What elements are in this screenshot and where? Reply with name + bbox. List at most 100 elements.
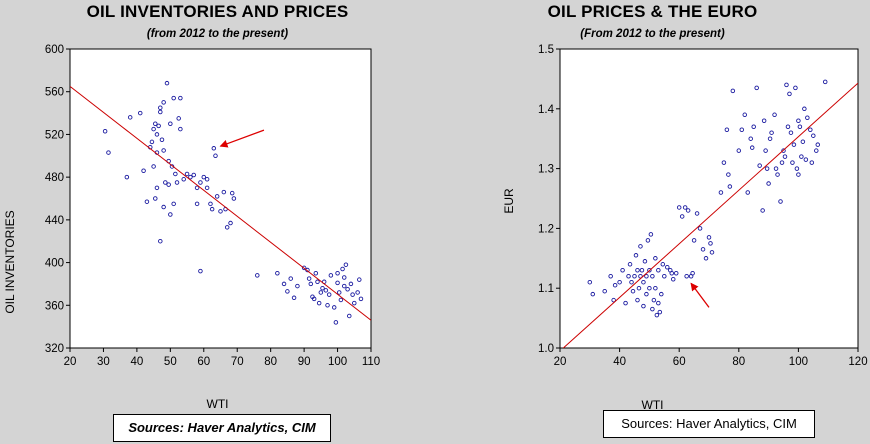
y-tick-label: 1.4: [538, 104, 555, 116]
data-point: [659, 291, 664, 297]
data-point: [358, 296, 364, 302]
data-point: [617, 279, 622, 285]
x-tick-label: 50: [164, 356, 177, 368]
data-point: [736, 148, 742, 153]
data-point: [796, 118, 801, 124]
data-point: [656, 268, 661, 273]
data-point: [718, 190, 724, 195]
data-point: [629, 279, 634, 285]
source-note: Sources: Haver Analytics, CIM: [113, 414, 331, 442]
data-point: [214, 194, 220, 199]
chart-subtitle: (From 2012 to the present): [580, 28, 725, 40]
data-point: [343, 262, 349, 267]
data-point: [784, 82, 789, 88]
scatter-plot-oil-inventories: 20 30 40 50 60 70 80 90 100 110 320 360 400 440 480 520…: [45, 44, 380, 368]
data-point: [151, 126, 156, 132]
data-point: [811, 133, 816, 138]
data-point: [218, 209, 223, 214]
data-point: [154, 132, 160, 137]
data-point: [787, 91, 792, 97]
data-point: [178, 95, 183, 101]
data-point: [749, 145, 755, 150]
data-point: [773, 166, 779, 171]
data-point: [685, 208, 691, 213]
data-point: [808, 127, 813, 132]
data-point: [171, 201, 176, 207]
data-point: [168, 212, 173, 217]
data-point: [642, 259, 648, 264]
data-point: [767, 136, 773, 141]
x-axis-label: WTI: [206, 397, 229, 411]
data-point: [641, 279, 646, 285]
x-tick-label: 20: [64, 356, 77, 368]
data-point: [650, 306, 655, 312]
data-point: [764, 166, 770, 171]
y-tick-label: 440: [45, 215, 64, 227]
data-point: [805, 115, 810, 121]
x-tick-label: 70: [231, 356, 244, 368]
data-point: [682, 205, 688, 210]
x-tick-label: 90: [298, 356, 311, 368]
data-point: [318, 290, 324, 295]
plot-area: [559, 48, 859, 349]
data-point: [799, 154, 804, 159]
data-point: [760, 208, 765, 213]
data-point: [173, 171, 178, 177]
data-point: [357, 277, 362, 282]
y-axis-label: OIL INVENTORIES: [3, 210, 17, 314]
data-point: [171, 95, 176, 101]
y-tick-label: 560: [45, 87, 64, 99]
data-point: [156, 123, 161, 129]
data-point: [181, 177, 186, 182]
data-point: [198, 180, 203, 185]
data-point: [323, 288, 329, 293]
data-point: [656, 300, 661, 306]
scatter-plot-oil-euro: 20 40 60 80 100 120 1.0 1.1 1.2 1.3 1.4 1.5: [538, 44, 868, 368]
data-point: [204, 177, 210, 182]
data-point: [164, 80, 170, 86]
data-point: [653, 285, 658, 291]
data-point: [308, 281, 314, 287]
y-tick-label: 1.3: [538, 164, 554, 176]
chart-subtitle: (from 2012 to the present): [146, 28, 289, 40]
data-point: [153, 196, 158, 201]
x-tick-label: 110: [362, 356, 380, 368]
x-tick-label: 100: [328, 356, 347, 368]
data-point: [745, 190, 750, 195]
data-point: [703, 256, 709, 261]
data-point: [630, 288, 636, 294]
data-point: [670, 276, 676, 282]
data-point: [635, 268, 640, 273]
data-point: [352, 300, 357, 306]
data-point: [797, 124, 803, 129]
data-point: [679, 214, 685, 219]
data-point: [754, 85, 759, 91]
data-point: [188, 174, 193, 180]
data-point: [669, 271, 674, 276]
data-point: [311, 296, 317, 302]
data-point: [213, 153, 218, 159]
y-tick-label: 1.5: [538, 44, 554, 56]
data-point: [355, 290, 360, 295]
data-point: [793, 85, 798, 91]
data-point: [612, 282, 618, 288]
plot-area: [69, 48, 372, 349]
x-tick-label: 120: [848, 356, 867, 368]
data-point: [335, 280, 340, 286]
y-tick-label: 600: [45, 44, 64, 56]
data-point: [700, 247, 706, 252]
data-point: [211, 146, 217, 151]
data-point: [608, 273, 613, 279]
data-point: [639, 268, 645, 273]
data-point: [153, 121, 158, 126]
data-point: [194, 201, 200, 207]
data-point: [822, 79, 828, 85]
data-point: [660, 262, 666, 267]
data-point: [654, 312, 660, 318]
data-point: [336, 290, 342, 295]
y-tick-label: 520: [45, 129, 64, 141]
data-point: [224, 225, 230, 230]
data-point: [632, 273, 637, 279]
data-point: [194, 185, 200, 191]
data-point: [229, 190, 235, 196]
